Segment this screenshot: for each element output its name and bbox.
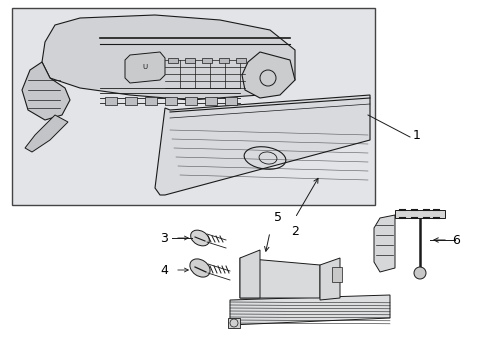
Bar (184, 97, 197, 105)
Bar (331, 267, 341, 282)
Polygon shape (240, 258, 319, 298)
Polygon shape (22, 62, 70, 120)
Polygon shape (242, 52, 294, 98)
Bar (12, 8, 374, 205)
Polygon shape (373, 215, 394, 272)
Bar (236, 58, 245, 63)
Circle shape (413, 267, 425, 279)
Bar (164, 97, 177, 105)
Polygon shape (227, 318, 240, 328)
Ellipse shape (190, 230, 209, 246)
Text: 4: 4 (160, 264, 168, 276)
Bar (105, 97, 117, 105)
Polygon shape (42, 15, 294, 100)
Polygon shape (319, 258, 339, 300)
Bar (224, 97, 237, 105)
Bar (145, 97, 157, 105)
Polygon shape (229, 295, 389, 325)
Ellipse shape (189, 259, 210, 277)
Polygon shape (25, 115, 68, 152)
Text: 3: 3 (160, 231, 168, 244)
Text: 5: 5 (273, 211, 282, 224)
Polygon shape (240, 250, 260, 298)
Bar (394, 210, 444, 218)
Text: U: U (142, 64, 147, 70)
Bar (168, 58, 178, 63)
Polygon shape (155, 95, 369, 195)
Polygon shape (125, 52, 164, 83)
Text: 1: 1 (412, 129, 420, 141)
Bar (125, 97, 137, 105)
Bar (202, 58, 212, 63)
Text: 6: 6 (451, 234, 459, 247)
Text: 2: 2 (290, 225, 298, 238)
Bar (184, 58, 195, 63)
Bar (219, 58, 228, 63)
Bar (204, 97, 217, 105)
